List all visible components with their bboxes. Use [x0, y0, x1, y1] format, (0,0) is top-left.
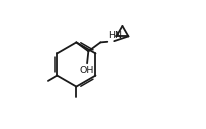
Text: HN: HN	[107, 31, 121, 40]
Text: OH: OH	[80, 66, 94, 75]
